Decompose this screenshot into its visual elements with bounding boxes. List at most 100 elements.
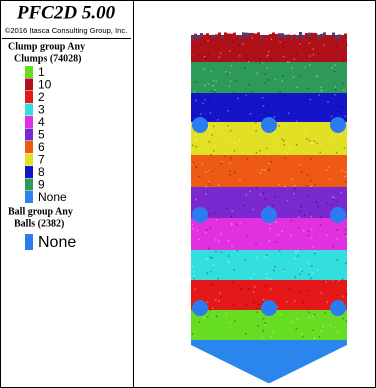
surface-grain xyxy=(269,34,272,38)
speckle-dot xyxy=(314,141,316,143)
speckle-dot xyxy=(320,224,322,226)
speckle-dot xyxy=(218,241,220,243)
speckle-dot xyxy=(219,293,221,295)
speckle-dot xyxy=(249,191,251,193)
speckle-dot xyxy=(289,288,291,290)
speckle-dot xyxy=(317,269,319,271)
speckle-dot xyxy=(264,323,266,325)
speckle-dot xyxy=(194,91,196,93)
speckle-dot xyxy=(251,277,253,279)
surface-grain xyxy=(278,33,281,37)
speckle-dot xyxy=(256,187,257,189)
speckle-dot xyxy=(209,213,211,215)
legend-swatch xyxy=(25,179,33,191)
speckle-dot xyxy=(346,236,348,238)
speckle-dot xyxy=(334,65,336,67)
speckle-dot xyxy=(194,271,196,273)
speckle-dot xyxy=(226,154,228,156)
surface-grain xyxy=(341,35,344,39)
speckle-dot xyxy=(220,53,222,55)
speckle-dot xyxy=(247,327,249,329)
speckle-dot xyxy=(310,278,312,280)
speckle-dot xyxy=(288,61,290,63)
speckle-dot xyxy=(271,96,273,98)
speckle-dot xyxy=(246,236,248,238)
surface-grain xyxy=(323,32,326,36)
speckle-dot xyxy=(300,206,302,208)
speckle-dot xyxy=(278,184,280,186)
speckle-dot xyxy=(196,146,198,148)
speckle-dot xyxy=(307,196,309,198)
speckle-dot xyxy=(245,259,247,261)
speckle-dot xyxy=(192,97,194,99)
speckle-dot xyxy=(344,176,346,178)
speckle-dot xyxy=(229,322,231,324)
speckle-dot xyxy=(300,210,302,212)
speckle-dot xyxy=(280,124,282,126)
ball-group-label: Ball group Any xyxy=(8,206,73,217)
speckle-dot xyxy=(230,108,232,110)
speckle-dot xyxy=(250,113,252,115)
speckle-dot xyxy=(240,288,242,290)
speckle-dot xyxy=(218,300,220,302)
particle-band xyxy=(191,35,347,62)
speckle-dot xyxy=(191,184,193,186)
surface-grain xyxy=(311,33,314,37)
speckle-dot xyxy=(231,224,233,226)
speckle-dot xyxy=(273,270,275,272)
speckle-dot xyxy=(263,105,265,107)
speckle-dot xyxy=(262,97,264,99)
speckle-dot xyxy=(295,253,297,255)
speckle-dot xyxy=(218,278,220,280)
speckle-dot xyxy=(236,224,238,226)
speckle-dot xyxy=(213,85,215,87)
speckle-dot xyxy=(297,255,299,256)
speckle-dot xyxy=(210,257,212,259)
speckle-dot xyxy=(342,296,344,298)
speckle-dot xyxy=(282,46,284,48)
speckle-dot xyxy=(211,134,213,136)
speckle-dot xyxy=(247,158,249,160)
speckle-dot xyxy=(248,288,250,290)
ball-wall xyxy=(192,207,208,223)
speckle-dot xyxy=(195,289,197,291)
speckle-dot xyxy=(341,107,343,109)
speckle-dot xyxy=(337,331,339,333)
speckle-dot xyxy=(194,275,196,277)
speckle-dot xyxy=(265,198,267,200)
speckle-dot xyxy=(320,152,322,154)
speckle-dot xyxy=(196,199,198,201)
ball-wall xyxy=(330,117,346,133)
speckle-dot xyxy=(331,116,333,118)
speckle-dot xyxy=(310,99,312,101)
speckle-dot xyxy=(229,163,231,165)
speckle-dot xyxy=(345,171,347,173)
speckle-dot xyxy=(209,184,211,186)
speckle-dot xyxy=(274,266,276,268)
speckle-dot xyxy=(341,170,343,172)
speckle-dot xyxy=(244,67,246,69)
speckle-dot xyxy=(237,250,239,252)
speckle-dot xyxy=(311,229,313,231)
speckle-dot xyxy=(311,238,313,240)
speckle-dot xyxy=(253,274,255,276)
speckle-dot xyxy=(213,126,215,128)
speckle-dot xyxy=(294,300,296,302)
speckle-dot xyxy=(316,202,318,204)
speckle-dot xyxy=(310,158,312,160)
surface-grain xyxy=(257,32,260,36)
speckle-dot xyxy=(309,43,311,45)
speckle-dot xyxy=(268,105,270,107)
speckle-dot xyxy=(209,135,211,137)
surface-grain xyxy=(191,36,194,40)
speckle-dot xyxy=(307,174,309,176)
speckle-dot xyxy=(321,86,323,88)
speckle-dot xyxy=(226,136,228,138)
speckle-dot xyxy=(300,274,302,276)
speckle-dot xyxy=(283,269,285,271)
legend-swatch xyxy=(25,141,33,153)
speckle-dot xyxy=(194,336,196,338)
speckle-dot xyxy=(255,243,256,245)
speckle-dot xyxy=(308,311,310,313)
speckle-dot xyxy=(289,107,291,109)
